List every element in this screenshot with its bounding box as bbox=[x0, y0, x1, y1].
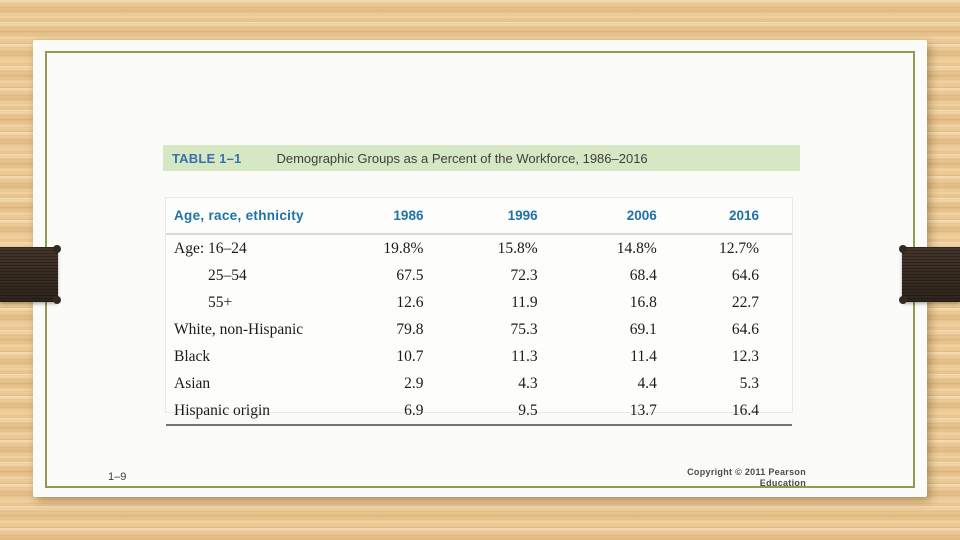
row-label: White, non-Hispanic bbox=[174, 320, 304, 338]
table-cell: 14.8% bbox=[616, 239, 657, 257]
table-cell: 11.3 bbox=[511, 347, 538, 365]
table-cell: 16.4 bbox=[703, 397, 792, 426]
clip-knob bbox=[899, 296, 907, 304]
table-row: Age: 16–24 19.8% 15.8% 14.8% 12.7% bbox=[166, 234, 792, 262]
table-cell: 16.8 bbox=[629, 293, 657, 311]
table-label: TABLE 1–1 bbox=[172, 150, 242, 166]
demographics-table-region: Age, race, ethnicity 1986 1996 2006 2016… bbox=[165, 197, 793, 426]
table-row: Black 10.7 11.3 11.4 12.3 bbox=[166, 343, 792, 370]
table-caption-bar: TABLE 1–1 Demographic Groups as a Percen… bbox=[163, 145, 800, 171]
table-cell: 67.5 bbox=[396, 266, 424, 284]
binder-clip-right bbox=[899, 245, 960, 304]
page-number: 1–9 bbox=[108, 471, 127, 483]
clip-knob bbox=[53, 296, 61, 304]
row-label: Asian bbox=[174, 374, 211, 392]
table-row: Hispanic origin 6.9 9.5 13.7 16.4 bbox=[166, 397, 792, 426]
table-cell: 12.6 bbox=[396, 293, 424, 311]
table-title: Demographic Groups as a Percent of the W… bbox=[276, 150, 648, 166]
row-label: 55+ bbox=[208, 293, 233, 311]
table-cell: 19.8% bbox=[383, 239, 424, 257]
table-cell: 69.1 bbox=[629, 320, 657, 338]
table-cell: 64.6 bbox=[731, 320, 759, 338]
table-cell: 11.9 bbox=[511, 293, 538, 311]
table-cell: 68.4 bbox=[629, 266, 657, 284]
slide: TABLE 1–1 Demographic Groups as a Percen… bbox=[33, 40, 927, 497]
row-label: Black bbox=[174, 347, 211, 365]
table-cell: 5.3 bbox=[739, 374, 759, 392]
copyright-line-1: Copyright © 2011 Pearson bbox=[687, 467, 806, 477]
table-cell: 11.4 bbox=[630, 347, 657, 365]
column-header-1996: 1996 bbox=[470, 198, 585, 235]
binder-clip-left bbox=[0, 245, 61, 304]
table-cell: 15.8% bbox=[497, 239, 538, 257]
table-cell: 75.3 bbox=[510, 320, 538, 338]
table-row: 25–54 67.5 72.3 68.4 64.6 bbox=[166, 262, 792, 289]
table-cell: 6.9 bbox=[366, 397, 471, 426]
copyright-notice: Copyright © 2011 Pearson Education bbox=[687, 467, 806, 489]
demographics-table: Age, race, ethnicity 1986 1996 2006 2016… bbox=[166, 198, 792, 426]
table-cell: 4.4 bbox=[637, 374, 657, 392]
table-cell: 72.3 bbox=[510, 266, 538, 284]
column-header-2006: 2006 bbox=[584, 198, 704, 235]
table-cell: 10.7 bbox=[396, 347, 424, 365]
table-cell: 12.7% bbox=[718, 239, 759, 257]
clip-knob bbox=[899, 245, 907, 253]
column-header-2016: 2016 bbox=[703, 198, 792, 235]
table-cell: 64.6 bbox=[731, 266, 759, 284]
table-row: 55+ 12.6 11.9 16.8 22.7 bbox=[166, 289, 792, 316]
table-header-row: Age, race, ethnicity 1986 1996 2006 2016 bbox=[166, 198, 792, 235]
table-cell: 2.9 bbox=[404, 374, 424, 392]
row-label: 25–54 bbox=[208, 266, 247, 284]
copyright-line-2: Education bbox=[759, 478, 806, 488]
clip-knob bbox=[53, 245, 61, 253]
table-row: White, non-Hispanic 79.8 75.3 69.1 64.6 bbox=[166, 316, 792, 343]
column-header-age-race-ethnicity: Age, race, ethnicity bbox=[166, 198, 367, 235]
table-row: Asian 2.9 4.3 4.4 5.3 bbox=[166, 370, 792, 397]
table-cell: 4.3 bbox=[518, 374, 538, 392]
table-cell: 22.7 bbox=[731, 293, 759, 311]
table-cell: 79.8 bbox=[396, 320, 424, 338]
row-label: Age: 16–24 bbox=[174, 239, 247, 257]
table-cell: 13.7 bbox=[584, 397, 704, 426]
table-cell: 9.5 bbox=[470, 397, 585, 426]
table-cell: 12.3 bbox=[731, 347, 759, 365]
row-label: Hispanic origin bbox=[166, 397, 367, 426]
column-header-1986: 1986 bbox=[366, 198, 471, 235]
